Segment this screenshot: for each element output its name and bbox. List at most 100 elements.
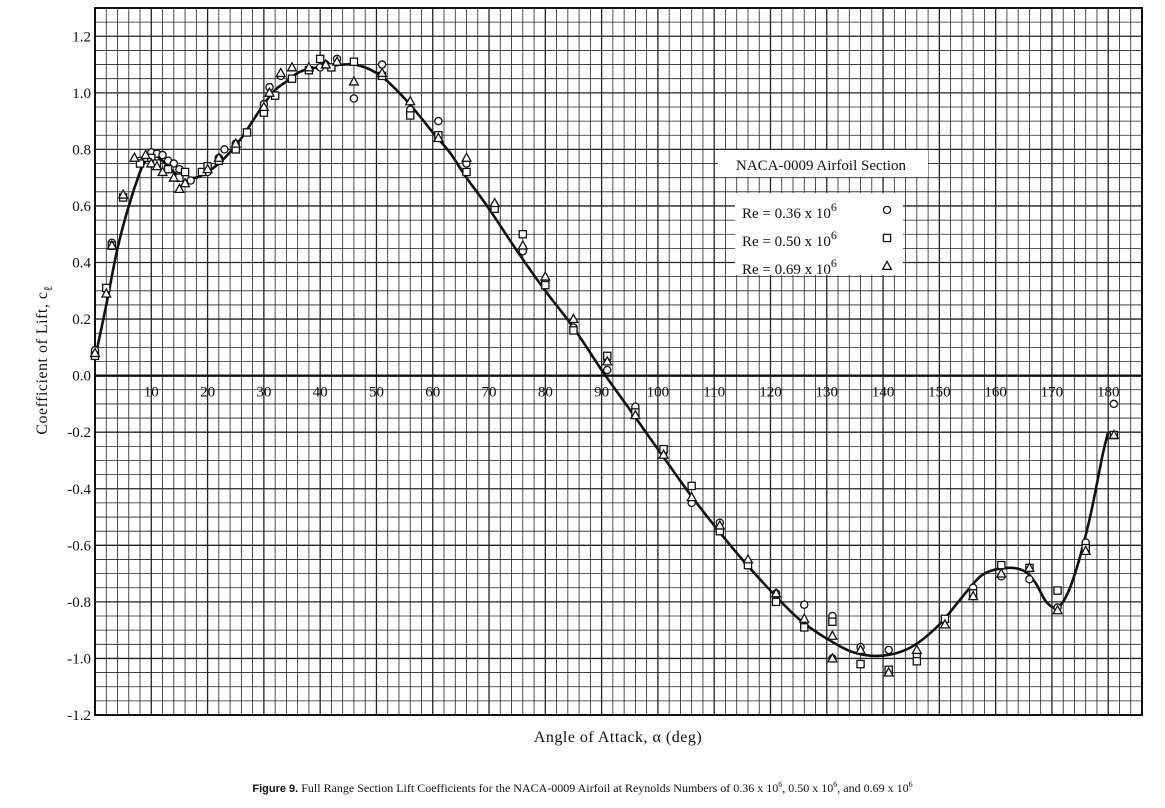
square-data-point [800,623,809,632]
y-tick-label: 0.4 [72,256,91,272]
triangle-data-point [1052,604,1064,615]
circle-data-point [186,176,195,185]
square-data-point [518,229,528,239]
x-tick-label: 100 [647,385,670,401]
triangle-data-point [286,61,298,72]
circle-data-point [800,600,809,609]
x-tick-label: 70 [482,385,497,401]
y-tick-label: 0.8 [72,142,91,158]
circle-data-point [1025,575,1034,584]
y-tick-label: -0.8 [67,595,91,611]
legend-entry-label: Re = 0.36 x 106 [742,200,837,222]
legend-entry-exponent: 6 [831,200,837,214]
square-data-point [180,167,190,177]
circle-data-point [377,60,387,69]
square-data-point [349,57,359,66]
x-tick-label: 20 [200,385,215,401]
plot-frame [94,7,1143,716]
x-tick-label: 180 [1097,385,1120,401]
square-data-point [569,326,578,335]
triangle-data-point [798,612,810,623]
triangle-data-point [404,95,416,106]
triangle-data-point [264,86,275,97]
circle-data-point [1109,399,1119,409]
triangle-data-point [168,171,180,182]
lift-coefficient-chart: 1.2 1.0 0.8 0.6 0.4 0.2 0.0 -0.2 -0.4 -0.6 -0.8 -1.… [0,0,1165,775]
triangle-data-point [517,239,529,250]
triangle-data-point [140,149,152,160]
triangle-data-point [151,160,163,171]
triangle-data-point [883,666,895,677]
legend-entry-label: Re = 0.69 x 106 [742,256,837,278]
y-tick-label: -1.0 [67,651,91,667]
legend-marker-circle [882,205,892,215]
square-data-point [997,560,1006,570]
triangle-data-point [320,58,332,69]
x-axis-label: Angle of Attack, α (deg) [534,729,702,746]
triangle-data-point [539,270,551,281]
circle-data-point [884,645,893,655]
caption-sep-1: , 0.50 x 10 [782,781,834,795]
y-axis-label-subscript: ℓ [41,285,55,291]
square-data-point [462,167,471,177]
x-tick-label: 110 [703,385,725,401]
y-tick-label: 0.2 [72,312,91,328]
legend-marker-square [882,233,892,243]
triangle-data-point [100,287,112,298]
circle-data-point [158,150,167,160]
x-tick-label: 60 [425,385,440,401]
triangle-data-point [1108,429,1120,440]
chart-background [0,0,1165,775]
data-points [89,54,1120,677]
triangle-data-point [348,75,360,86]
grid [95,8,1142,715]
triangle-data-point [303,61,315,72]
legend-title-box [718,150,928,177]
square-data-point [687,481,696,491]
triangle-data-point [742,553,754,564]
triangle-data-point [230,137,242,148]
triangle-data-point [106,239,118,250]
circle-data-point [349,94,359,103]
square-data-point [242,128,252,137]
y-axis-label-main: Coefficient of Lift, c [34,292,51,435]
y-tick-label: 1.2 [72,29,91,45]
triangle-data-point [1023,561,1035,572]
x-tick-label: 80 [538,385,553,401]
triangle-data-point [157,166,169,177]
legend: NACA-0009 Airfoil Section Re = 0.36 x 106… [718,150,928,278]
x-tick-label: 170 [1041,385,1064,401]
legend-entry-label: Re = 0.50 x 106 [742,228,837,250]
legend-entry-base: Re = 0.50 x 10 [742,234,831,250]
x-tick-label: 150 [928,385,951,401]
triangle-data-point [202,163,214,174]
caption-exp-2: 6 [833,780,838,789]
square-data-point [828,617,837,626]
x-tick-label: 40 [313,385,328,401]
square-data-point [912,657,922,666]
caption-text: Full Range Section Lift Coefficients for… [301,781,779,795]
circle-data-point [220,145,229,154]
axes [94,7,1143,716]
triangle-data-point [714,519,726,530]
x-tick-label: 10 [144,385,159,401]
y-tick-label: 1.0 [72,86,91,102]
y-tick-label: -0.6 [67,538,91,554]
legend-title: NACA-0009 Airfoil Section [736,158,906,174]
legend-entry-base: Re = 0.69 x 10 [742,262,831,278]
square-data-point [856,659,865,669]
caption-sep-2: , and 0.69 x 10 [837,781,909,795]
square-data-point [541,280,550,290]
triangle-data-point [629,409,641,420]
circle-data-point [602,365,612,375]
triangle-data-point [826,652,838,663]
triangle-data-point [995,567,1007,578]
triangle-data-point [258,101,270,112]
y-axis-label: Coefficient of Lift, cℓ [34,285,55,434]
y-tick-label: -0.4 [67,482,91,498]
triangle-data-point [658,448,670,459]
tick-labels: 1.2 1.0 0.8 0.6 0.4 0.2 0.0 -0.2 -0.4 -0.6 -0.8 -1.… [67,29,1119,724]
triangle-data-point [432,132,444,143]
legend-entries-box [735,193,903,275]
square-data-point [135,159,145,168]
